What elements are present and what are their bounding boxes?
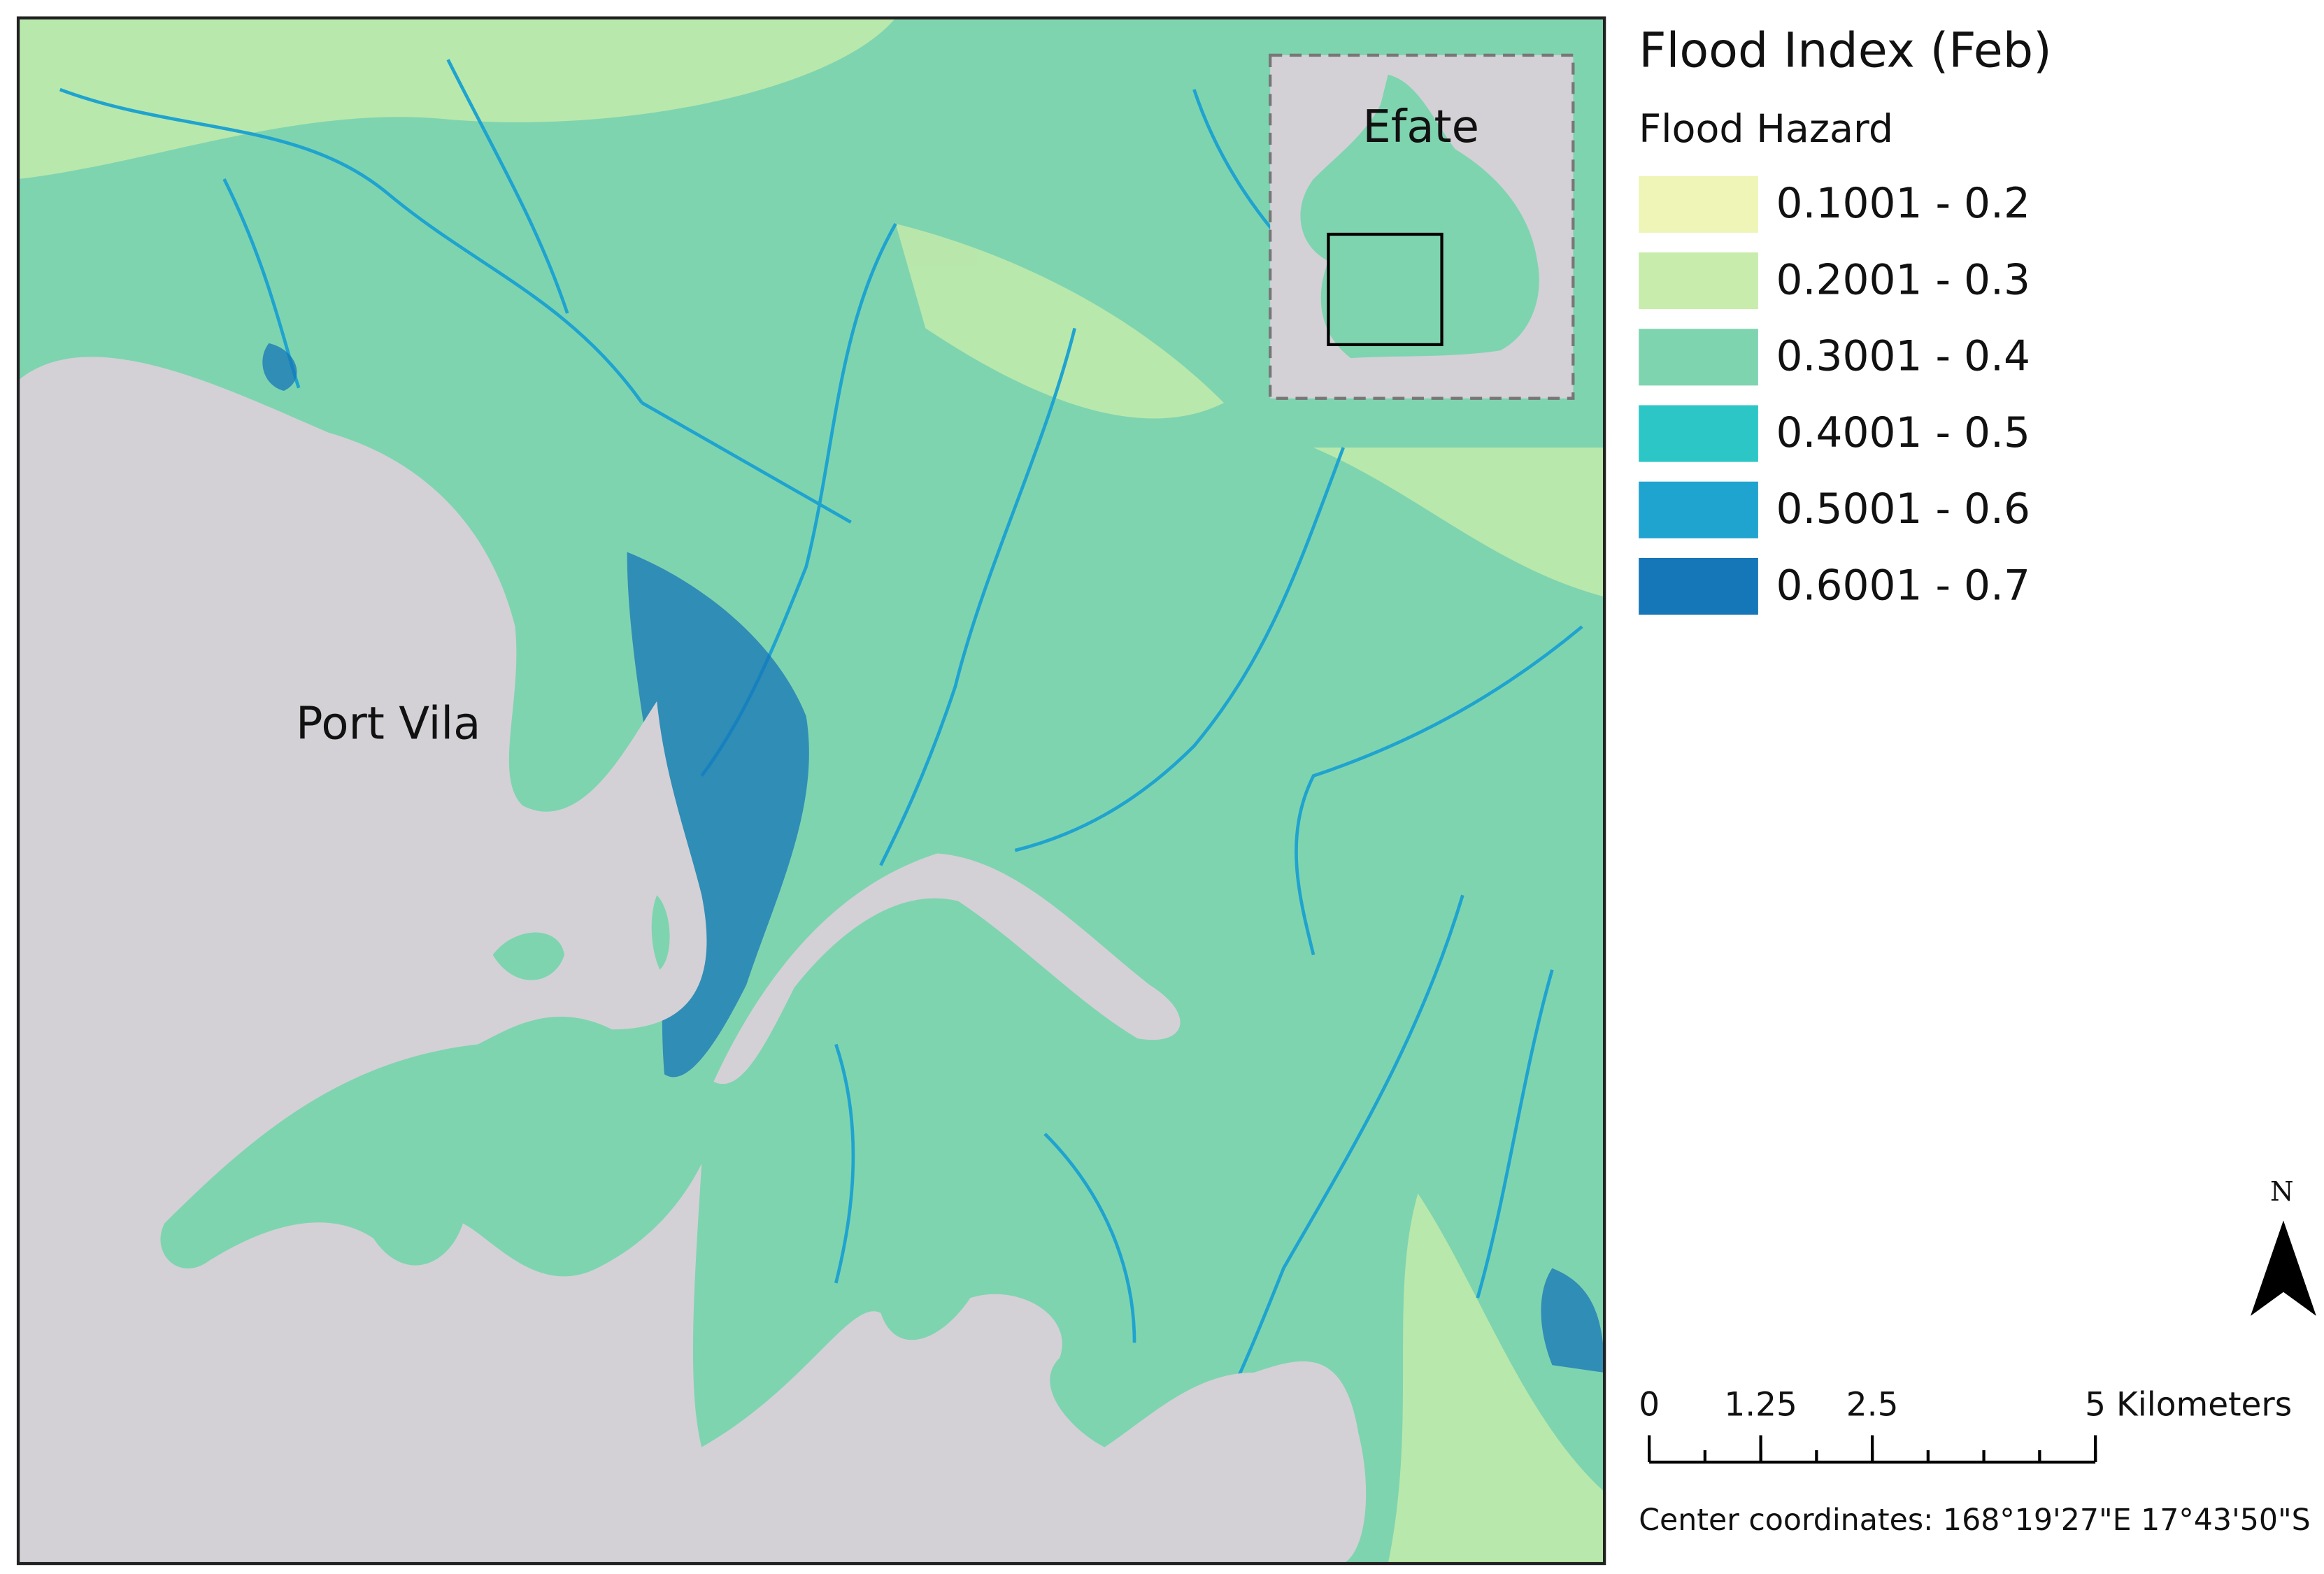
coordinates: Center coordinates: 168°19'27"E 17°43'50…	[1639, 1503, 2311, 1538]
legend-swatch	[1639, 329, 1758, 386]
inset-island	[1300, 74, 1539, 359]
place-label: Port Vila	[296, 699, 480, 750]
scale-bar: 0 1.25 2.5 5 Kilometers	[1639, 1386, 2292, 1464]
north-arrow: N	[2250, 1176, 2316, 1316]
north-arrow-shape	[2250, 1220, 2316, 1316]
inset-map: Efate	[1269, 53, 1575, 400]
islet	[492, 932, 564, 980]
legend-label: 0.3001 - 0.4	[1776, 333, 2030, 381]
islet	[651, 895, 670, 970]
legend-title: Flood Hazard	[1639, 107, 1893, 152]
legend: 0.1001 - 0.2 0.2001 - 0.3 0.3001 - 0.4 0.40…	[1639, 176, 2030, 615]
inset-extent	[1327, 232, 1443, 347]
map-frame	[16, 16, 1606, 1566]
legend-label: 0.5001 - 0.6	[1776, 485, 2030, 534]
legend-swatch	[1639, 405, 1758, 462]
legend-swatch	[1639, 252, 1758, 310]
legend-label: 0.6001 - 0.7	[1776, 561, 2030, 610]
legend-label: 0.2001 - 0.3	[1776, 256, 2030, 304]
north-label: N	[2270, 1176, 2294, 1208]
inner-bay	[713, 853, 1181, 1085]
legend-swatch	[1639, 176, 1758, 233]
legend-swatch	[1639, 557, 1758, 615]
sea	[18, 357, 1367, 1564]
inset-label: Efate	[1362, 101, 1479, 153]
scale-bar-label: 0	[1639, 1386, 1660, 1424]
legend-label: 0.4001 - 0.5	[1776, 409, 2030, 457]
scale-bar-label: 1.25	[1724, 1386, 1797, 1424]
legend-label: 0.1001 - 0.2	[1776, 180, 2030, 228]
scale-bar-label: 2.5	[1846, 1386, 1899, 1424]
scale-bar-label: 5 Kilometers	[2085, 1386, 2292, 1424]
low-hazard-patches	[18, 17, 1605, 1564]
map-title: Flood Index (Feb)	[1639, 23, 2052, 78]
legend-swatch	[1639, 481, 1758, 538]
